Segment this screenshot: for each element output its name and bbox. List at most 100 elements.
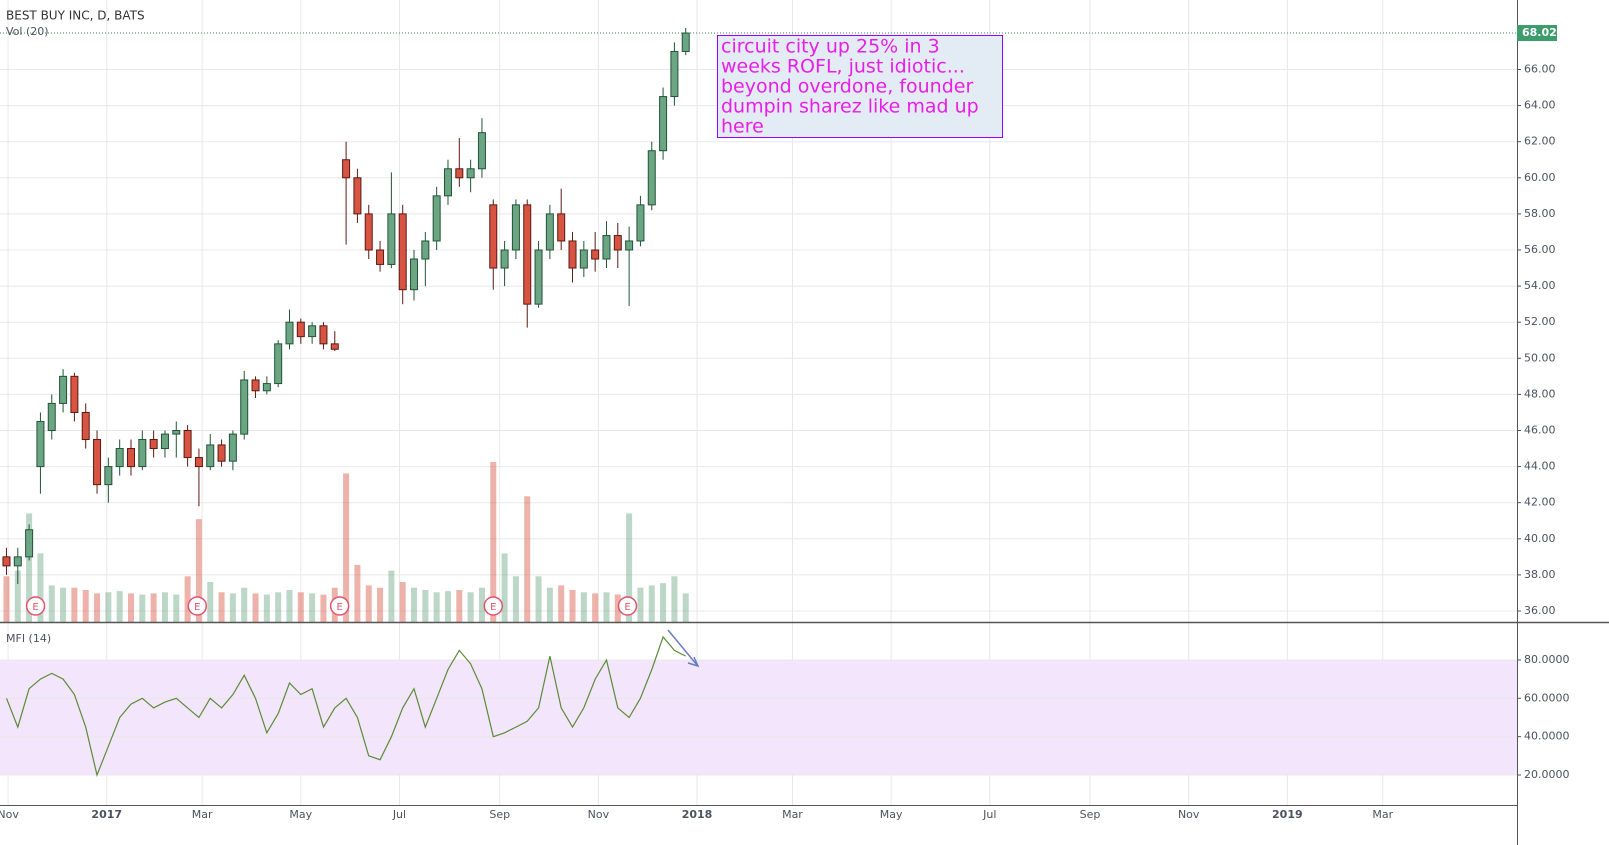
- earnings-label: E: [490, 602, 496, 613]
- annotation-text: circuit city up 25% in 3: [721, 36, 940, 58]
- volume-bar: [478, 587, 485, 622]
- earnings-marker: [617, 596, 638, 616]
- volume-bar: [592, 593, 599, 622]
- volume-bar: [512, 576, 519, 622]
- volume-bar: [467, 592, 474, 622]
- candle-body: [636, 204, 645, 242]
- x-tick-label: Mar: [192, 808, 213, 821]
- candle-body: [183, 429, 192, 459]
- candle-body: [217, 444, 226, 462]
- volume-bar: [546, 587, 553, 622]
- volume-bar: [161, 592, 168, 622]
- volume-bar: [524, 496, 531, 622]
- volume-bar: [218, 592, 225, 622]
- volume-bar: [229, 593, 236, 622]
- candle-body: [353, 177, 362, 215]
- candle-body: [81, 411, 90, 441]
- volume-bar: [241, 587, 248, 622]
- x-tick-label: May: [880, 808, 903, 821]
- x-tick-label: May: [289, 808, 312, 821]
- candle-body: [172, 429, 181, 435]
- candle-body: [681, 32, 690, 52]
- candle-body: [194, 457, 203, 468]
- candle-body: [625, 240, 634, 251]
- volume-bar: [603, 592, 610, 622]
- volume-bar: [82, 590, 89, 622]
- y-tick-label: 50.00: [1524, 351, 1556, 364]
- mfi-band: [0, 659, 1517, 775]
- candle-body: [511, 204, 520, 251]
- candle-body: [296, 321, 305, 338]
- volume-bar: [354, 564, 361, 622]
- candle-body: [59, 375, 68, 404]
- annotation-text: dumpin sharez like mad up: [721, 96, 979, 118]
- volume-bar: [173, 594, 180, 622]
- volume-bar: [660, 583, 667, 622]
- volume-bar: [309, 593, 316, 622]
- volume-bar: [343, 473, 350, 622]
- candle-body: [285, 321, 294, 345]
- volume-bar: [365, 585, 372, 622]
- earnings-label: E: [32, 602, 38, 613]
- candle-body: [421, 240, 430, 260]
- y-tick-label: 60.00: [1524, 171, 1556, 184]
- volume-bar: [195, 519, 202, 622]
- volume-bar: [48, 585, 55, 622]
- y-tick-label: 54.00: [1524, 279, 1556, 292]
- candle-body: [342, 159, 351, 179]
- x-tick-label: Jul: [392, 808, 406, 821]
- candle-body: [432, 195, 441, 242]
- y-tick-label: 56.00: [1524, 243, 1556, 256]
- volume-bar: [388, 570, 395, 622]
- y-tick-label: 20.0000: [1524, 768, 1570, 781]
- candle-body: [251, 379, 260, 392]
- y-tick-label: 58.00: [1524, 207, 1556, 220]
- y-tick-label: 60.0000: [1524, 691, 1570, 704]
- y-tick-label: 62.00: [1524, 135, 1556, 148]
- trend-arrow-head: [687, 656, 700, 668]
- earnings-label: E: [336, 602, 342, 613]
- candle-body: [670, 50, 679, 98]
- volume-bar: [14, 570, 21, 622]
- volume-bar: [150, 593, 157, 622]
- x-tick-label: Nov: [0, 808, 19, 821]
- y-tick-label: 80.0000: [1524, 653, 1570, 666]
- earnings-label: E: [624, 602, 630, 613]
- volume-bar: [71, 587, 78, 622]
- y-tick-label: 40.0000: [1524, 730, 1570, 743]
- volume-bar: [275, 592, 282, 622]
- volume-bar: [501, 553, 508, 622]
- volume-bar: [263, 594, 270, 622]
- symbol-title: BEST BUY INC, D, BATS: [6, 9, 145, 23]
- volume-bar: [580, 592, 587, 622]
- x-tick-label: Nov: [588, 808, 610, 821]
- volume-bar: [116, 591, 123, 622]
- candle-body: [93, 439, 102, 486]
- volume-bar: [569, 590, 576, 622]
- candle-body: [104, 466, 113, 486]
- volume-bar: [105, 592, 112, 622]
- volume-bar: [614, 594, 621, 622]
- earnings-label: E: [194, 602, 200, 613]
- candle-body: [489, 204, 498, 269]
- y-tick-label: 44.00: [1524, 460, 1556, 473]
- mfi-line: [5, 635, 686, 777]
- candle-body: [262, 383, 271, 392]
- candle-body: [443, 168, 452, 197]
- volume-bar: [207, 582, 214, 622]
- volume-bar: [139, 594, 146, 622]
- last-price-label: 68.02: [1522, 26, 1557, 39]
- x-tick-label: 2018: [682, 808, 713, 821]
- volume-bar: [184, 576, 191, 622]
- candle-body: [115, 448, 124, 468]
- trend-arrow: [667, 629, 698, 666]
- candle-body: [228, 433, 237, 462]
- volume-bar: [433, 592, 440, 622]
- volume-bar: [422, 590, 429, 622]
- candle-body: [25, 529, 34, 558]
- candle-body: [534, 249, 543, 305]
- volume-bar: [37, 553, 44, 622]
- candle-body: [13, 556, 22, 567]
- candle-body: [36, 420, 45, 468]
